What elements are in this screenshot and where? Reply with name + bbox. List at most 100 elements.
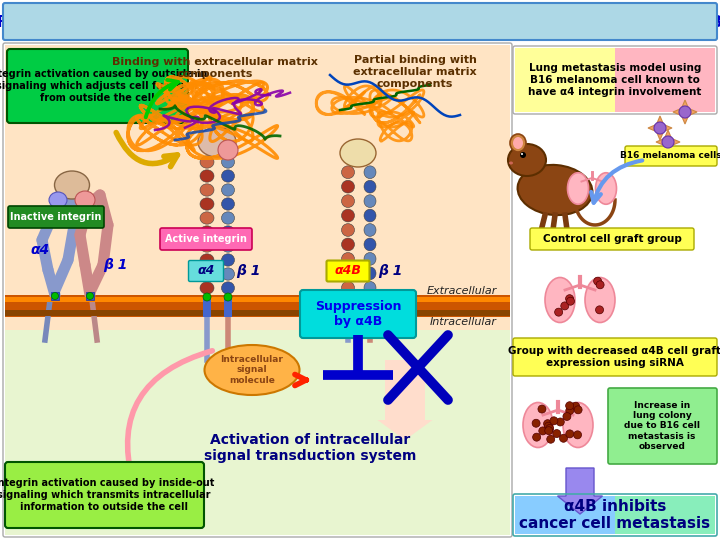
Ellipse shape (204, 345, 300, 395)
Circle shape (553, 429, 561, 437)
Ellipse shape (518, 165, 593, 215)
Circle shape (546, 435, 554, 443)
Bar (5, 295, 510, 317)
Text: β 1: β 1 (236, 264, 260, 278)
Circle shape (533, 433, 541, 441)
Ellipse shape (222, 254, 235, 266)
Ellipse shape (508, 144, 546, 176)
Bar (515, 496, 615, 534)
Text: Activation of intracellular
signal transduction system: Activation of intracellular signal trans… (204, 433, 416, 463)
Text: Control cell graft group: Control cell graft group (543, 234, 681, 244)
Circle shape (574, 431, 582, 439)
Bar (86, 292, 94, 300)
Circle shape (203, 293, 211, 301)
Ellipse shape (364, 180, 376, 193)
Ellipse shape (595, 173, 616, 204)
Bar (615, 48, 715, 112)
Text: Lung metastasis model using
B16 melanoma cell known to
have α4 integrin involvem: Lung metastasis model using B16 melanoma… (528, 63, 702, 97)
Ellipse shape (200, 268, 214, 280)
Circle shape (538, 405, 546, 413)
Ellipse shape (341, 224, 354, 237)
Circle shape (596, 281, 604, 289)
Bar (366, 297, 374, 317)
Circle shape (360, 293, 370, 303)
Ellipse shape (198, 127, 236, 157)
Text: Increase in
lung colony
due to B16 cell
metastasis is
observed: Increase in lung colony due to B16 cell … (624, 401, 700, 451)
Ellipse shape (200, 240, 214, 252)
Ellipse shape (200, 226, 214, 238)
Ellipse shape (55, 171, 89, 199)
Text: B16 melanoma cells: B16 melanoma cells (620, 152, 720, 160)
Ellipse shape (200, 170, 214, 182)
Ellipse shape (364, 195, 376, 207)
Circle shape (545, 427, 553, 435)
Text: Group with decreased α4B cell graft
expression using siRNA: Group with decreased α4B cell graft expr… (508, 346, 720, 368)
Circle shape (224, 293, 232, 301)
Ellipse shape (364, 209, 376, 222)
Circle shape (566, 430, 574, 438)
Ellipse shape (364, 281, 376, 294)
Text: Fig.2 Suppression Effect on Cancer Metastasis by Endogenous α4 integrin inhibito: Fig.2 Suppression Effect on Cancer Metas… (0, 15, 720, 30)
Circle shape (654, 122, 666, 134)
Bar (203, 297, 211, 317)
Ellipse shape (200, 198, 214, 210)
Ellipse shape (364, 267, 376, 280)
Text: Integrin activation caused by outside-in
signaling which adjusts cell function
f: Integrin activation caused by outside-in… (0, 70, 207, 103)
Circle shape (593, 277, 602, 285)
Circle shape (366, 293, 374, 301)
Circle shape (566, 407, 574, 415)
FancyBboxPatch shape (5, 462, 204, 528)
Text: Intracellular
signal
molecule: Intracellular signal molecule (220, 355, 284, 385)
Circle shape (344, 293, 352, 301)
Text: Inactive integrin: Inactive integrin (10, 212, 102, 222)
Circle shape (595, 306, 603, 314)
Circle shape (563, 413, 571, 421)
Text: β 1: β 1 (103, 258, 127, 272)
Ellipse shape (341, 195, 354, 207)
Text: Intracellular: Intracellular (430, 317, 497, 327)
Bar (344, 297, 352, 317)
Circle shape (662, 136, 674, 148)
Ellipse shape (585, 278, 615, 322)
FancyBboxPatch shape (326, 260, 369, 281)
Circle shape (521, 153, 523, 155)
Ellipse shape (222, 170, 235, 182)
Ellipse shape (364, 166, 376, 179)
Ellipse shape (222, 198, 235, 210)
FancyBboxPatch shape (530, 228, 694, 250)
FancyBboxPatch shape (608, 388, 717, 464)
Ellipse shape (222, 156, 235, 168)
Bar (615, 496, 715, 534)
Circle shape (574, 406, 582, 414)
Ellipse shape (222, 282, 235, 294)
Ellipse shape (341, 267, 354, 280)
FancyBboxPatch shape (160, 228, 252, 250)
Ellipse shape (341, 281, 354, 294)
Ellipse shape (364, 238, 376, 251)
Ellipse shape (200, 212, 214, 224)
Ellipse shape (222, 184, 235, 196)
Polygon shape (656, 130, 680, 154)
Circle shape (561, 302, 569, 310)
Bar (5, 330, 510, 535)
Ellipse shape (364, 253, 376, 265)
Ellipse shape (200, 184, 214, 196)
FancyBboxPatch shape (189, 260, 223, 281)
Ellipse shape (341, 209, 354, 222)
Circle shape (557, 418, 564, 426)
Ellipse shape (222, 226, 235, 238)
Bar (515, 48, 615, 112)
Ellipse shape (200, 282, 214, 294)
Text: β 1: β 1 (378, 264, 402, 278)
Circle shape (559, 434, 567, 442)
Ellipse shape (75, 191, 95, 209)
Ellipse shape (222, 268, 235, 280)
FancyBboxPatch shape (625, 146, 717, 166)
FancyBboxPatch shape (3, 3, 717, 40)
Circle shape (520, 152, 526, 158)
Circle shape (566, 295, 574, 303)
FancyBboxPatch shape (7, 49, 188, 123)
Ellipse shape (49, 192, 67, 208)
Ellipse shape (509, 161, 513, 165)
Ellipse shape (341, 253, 354, 265)
